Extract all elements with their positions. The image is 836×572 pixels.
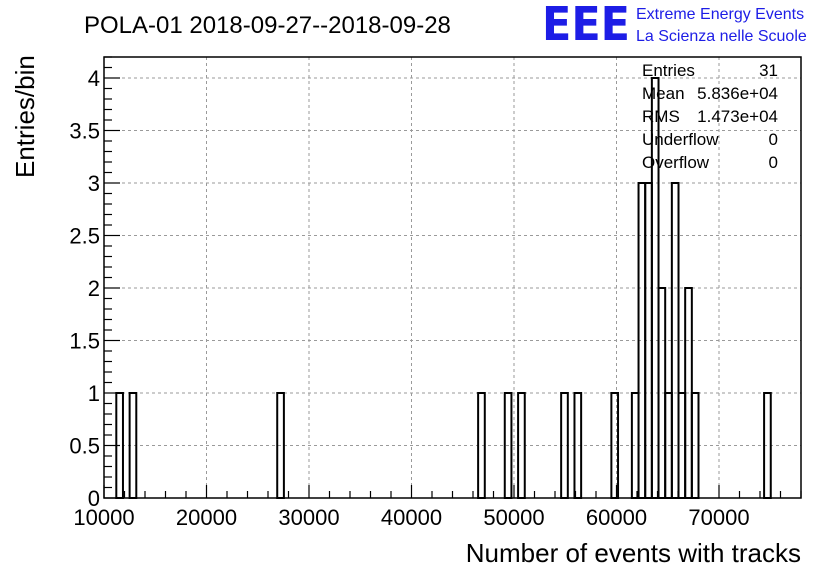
y-tick-label: 2 [88, 276, 100, 301]
y-tick-label: 3.5 [69, 119, 100, 144]
histogram-bar [517, 392, 526, 499]
stats-value: 0 [769, 130, 778, 149]
x-tick-label: 30000 [278, 505, 339, 530]
x-tick-label: 60000 [586, 505, 647, 530]
y-tick-label: 0 [88, 486, 100, 511]
stats-label: RMS [642, 107, 680, 126]
y-axis-ticks: 0 0.5 1 1.5 2 2.5 3 3.5 4 [69, 56, 120, 511]
y-tick-label: 1.5 [69, 329, 100, 354]
stats-value: 5.836e+04 [697, 84, 778, 103]
stats-label: Entries [642, 61, 695, 80]
logo-line-1: Extreme Energy Events [636, 6, 804, 23]
x-tick-label: 40000 [381, 505, 442, 530]
x-tick-label: 10000 [73, 505, 134, 530]
stats-value: 31 [759, 61, 778, 80]
stats-label: Underflow [642, 130, 719, 149]
grid-lines [103, 57, 801, 498]
histogram-bar [763, 392, 772, 499]
stats-label: Mean [642, 84, 685, 103]
x-axis-title: Number of events with tracks [466, 538, 801, 568]
y-axis-title: Entries/bin [10, 55, 40, 178]
x-tick-label: 70000 [688, 505, 749, 530]
x-axis-ticks: 10000 20000 30000 40000 50000 60000 70000 [73, 485, 802, 530]
stats-box: Entries 31 Mean 5.836e+04 RMS 1.473e+04 Underf… [642, 61, 778, 172]
y-tick-label: 1 [88, 381, 100, 406]
y-tick-label: 0.5 [69, 434, 100, 459]
chart-title: POLA-01 2018-09-27--2018-09-28 [84, 12, 451, 39]
histogram-bar [573, 392, 583, 499]
histogram-bar [690, 392, 700, 499]
histogram-bar [477, 392, 486, 499]
y-tick-label: 4 [88, 66, 100, 91]
eee-logo-mark: EEE [542, 0, 630, 51]
histogram-bar [128, 392, 138, 499]
x-tick-label: 20000 [176, 505, 237, 530]
stats-label: Overflow [642, 153, 710, 172]
logo-line-2: La Scienza nelle Scuole [636, 28, 807, 45]
histogram-bar [560, 392, 569, 499]
stats-value: 1.473e+04 [697, 107, 778, 126]
x-tick-label: 50000 [483, 505, 544, 530]
y-tick-label: 3 [88, 171, 100, 196]
stats-value: 0 [769, 153, 778, 172]
y-tick-label: 2.5 [69, 224, 100, 249]
